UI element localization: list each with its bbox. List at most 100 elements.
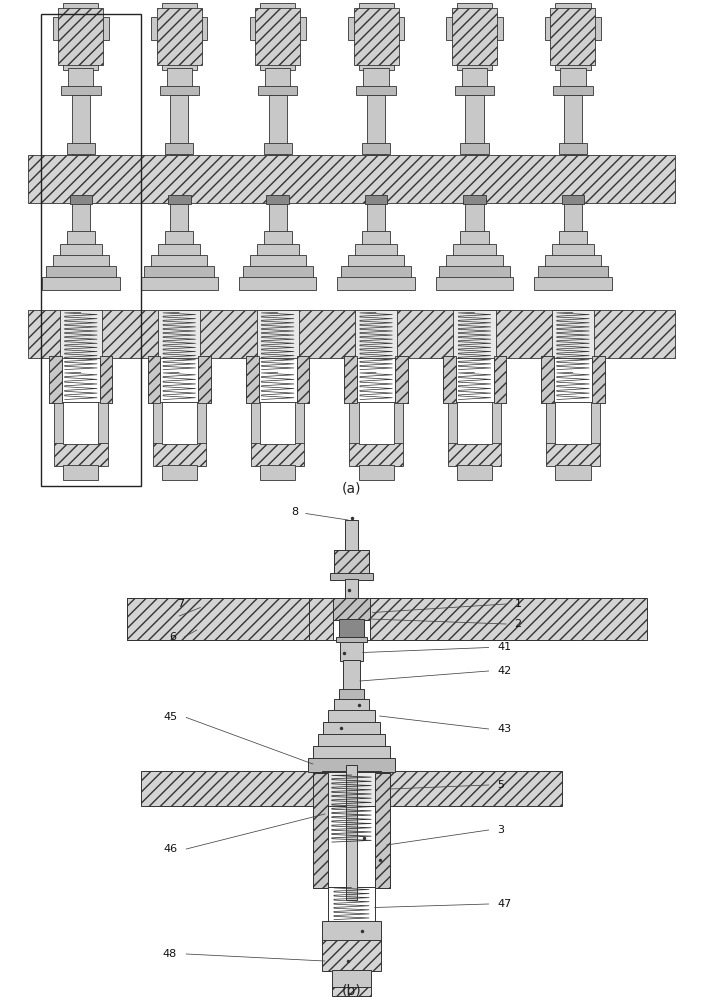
- Bar: [168, 194, 191, 204]
- Bar: [333, 597, 370, 620]
- Bar: [264, 231, 292, 245]
- Bar: [63, 401, 98, 444]
- Bar: [344, 356, 408, 402]
- Bar: [465, 95, 484, 155]
- Bar: [162, 465, 197, 480]
- Bar: [68, 68, 93, 88]
- Bar: [359, 465, 394, 480]
- Bar: [334, 550, 369, 574]
- Bar: [357, 356, 395, 402]
- Bar: [348, 17, 404, 40]
- Bar: [127, 597, 309, 640]
- Bar: [49, 356, 112, 402]
- Bar: [446, 17, 503, 40]
- Bar: [251, 401, 304, 444]
- Text: 2: 2: [515, 619, 522, 629]
- Bar: [61, 86, 101, 95]
- Bar: [264, 143, 292, 154]
- Bar: [457, 401, 492, 444]
- Bar: [534, 277, 612, 290]
- Bar: [158, 244, 200, 256]
- Text: (a): (a): [342, 482, 361, 496]
- Bar: [269, 95, 287, 155]
- Bar: [250, 17, 306, 40]
- Bar: [170, 95, 188, 155]
- Bar: [333, 597, 370, 640]
- Text: 48: 48: [163, 949, 177, 959]
- Bar: [239, 277, 316, 290]
- Text: 43: 43: [497, 724, 511, 734]
- Bar: [356, 86, 396, 95]
- Bar: [443, 356, 506, 402]
- Bar: [494, 356, 506, 402]
- Bar: [158, 310, 200, 358]
- Bar: [42, 277, 120, 290]
- Bar: [144, 266, 214, 278]
- Bar: [332, 970, 371, 988]
- Bar: [355, 310, 397, 358]
- Bar: [443, 356, 456, 402]
- Bar: [355, 244, 397, 256]
- Bar: [322, 771, 381, 806]
- Bar: [559, 231, 587, 245]
- Bar: [165, 231, 193, 245]
- Bar: [313, 772, 390, 888]
- Bar: [167, 68, 192, 88]
- Bar: [359, 2, 394, 70]
- Bar: [53, 17, 109, 40]
- Text: 46: 46: [163, 844, 177, 854]
- Bar: [562, 194, 584, 204]
- Bar: [162, 2, 197, 70]
- Bar: [160, 356, 198, 402]
- Bar: [328, 772, 375, 888]
- Bar: [265, 68, 290, 88]
- Bar: [334, 550, 369, 574]
- Bar: [552, 244, 594, 256]
- Bar: [455, 86, 494, 95]
- Bar: [545, 17, 601, 40]
- Bar: [266, 194, 289, 204]
- Text: 45: 45: [163, 712, 177, 722]
- Bar: [554, 356, 592, 402]
- Bar: [354, 7, 399, 65]
- Bar: [251, 443, 304, 466]
- Bar: [250, 255, 306, 267]
- Bar: [555, 401, 591, 444]
- Bar: [541, 356, 605, 402]
- Bar: [153, 401, 206, 444]
- Bar: [349, 401, 403, 444]
- Bar: [243, 266, 313, 278]
- Bar: [541, 356, 554, 402]
- Bar: [157, 7, 202, 65]
- Bar: [53, 255, 109, 267]
- Bar: [162, 401, 197, 444]
- Bar: [257, 244, 299, 256]
- Bar: [63, 465, 98, 480]
- Text: 41: 41: [497, 643, 511, 652]
- Bar: [439, 266, 510, 278]
- Text: 5: 5: [497, 780, 504, 790]
- Bar: [313, 746, 390, 759]
- Bar: [28, 155, 675, 202]
- Bar: [322, 940, 381, 971]
- Text: 1: 1: [515, 599, 522, 609]
- Bar: [308, 758, 395, 772]
- Bar: [127, 597, 576, 640]
- Bar: [564, 202, 582, 232]
- Bar: [269, 202, 287, 232]
- Bar: [259, 356, 297, 402]
- Bar: [70, 194, 92, 204]
- Bar: [538, 266, 608, 278]
- Bar: [260, 401, 295, 444]
- Bar: [560, 68, 586, 88]
- Bar: [436, 277, 513, 290]
- Bar: [297, 356, 309, 402]
- Bar: [255, 7, 300, 65]
- Bar: [367, 202, 385, 232]
- Bar: [260, 2, 295, 70]
- Bar: [328, 710, 375, 722]
- Bar: [550, 7, 595, 65]
- Bar: [340, 641, 363, 661]
- Bar: [100, 356, 112, 402]
- Bar: [49, 356, 62, 402]
